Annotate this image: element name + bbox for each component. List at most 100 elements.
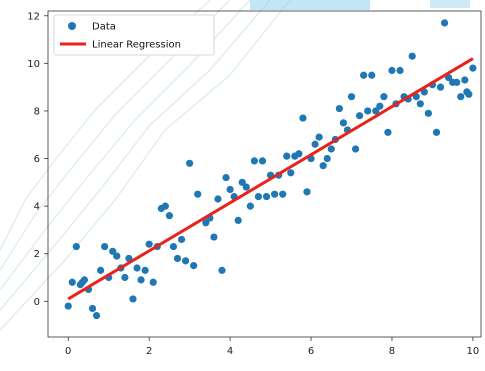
data-point [440, 19, 449, 27]
x-tick-label: 10 [467, 346, 480, 357]
data-point [133, 264, 141, 272]
y-tick-label: 8 [34, 106, 40, 117]
x-tick-label: 4 [227, 346, 233, 357]
data-point [347, 93, 356, 101]
data-point [258, 157, 267, 165]
data-point [129, 295, 137, 303]
plot-area [47, 10, 482, 338]
legend-box [53, 14, 215, 56]
data-point [88, 304, 97, 313]
data-point [384, 128, 392, 136]
data-point [186, 159, 194, 167]
data-point [319, 162, 327, 170]
data-point [469, 64, 477, 72]
data-point [287, 169, 295, 177]
data-point [194, 190, 202, 198]
data-point [141, 266, 149, 274]
data-point [190, 262, 198, 270]
data-point [315, 133, 323, 141]
data-point [72, 242, 80, 251]
y-tick-label: 10 [27, 59, 40, 70]
data-point [323, 154, 331, 163]
data-point [226, 185, 234, 194]
data-point [177, 235, 186, 244]
data-point [210, 233, 218, 241]
x-tick-label: 2 [146, 346, 152, 357]
data-point [311, 140, 319, 148]
data-point [360, 71, 368, 79]
data-point [68, 278, 76, 286]
y-tick-label: 6 [34, 154, 40, 165]
data-point [97, 266, 105, 274]
data-point [335, 104, 343, 113]
data-point [368, 71, 376, 79]
data-point [432, 128, 441, 136]
data-point [299, 114, 307, 122]
data-point [121, 273, 129, 282]
data-point [436, 83, 445, 91]
data-point [149, 278, 157, 286]
data-point [80, 276, 89, 284]
data-marks [64, 19, 477, 320]
data-point [218, 266, 226, 274]
data-point [222, 173, 230, 182]
data-point [254, 193, 263, 201]
data-point [234, 216, 242, 225]
y-tick-label: 0 [34, 297, 40, 308]
x-tick-label: 8 [389, 346, 395, 357]
data-point [250, 157, 258, 165]
data-point [364, 107, 372, 115]
data-point [283, 152, 291, 160]
data-point [113, 252, 121, 260]
data-point [416, 100, 424, 108]
data-point [457, 93, 465, 101]
y-tick-label: 4 [34, 202, 40, 213]
data-point [242, 183, 250, 191]
data-point [246, 202, 254, 210]
data-point [396, 66, 404, 75]
legend: Data Linear Regression [53, 14, 215, 56]
data-point [303, 188, 311, 196]
data-point [214, 195, 222, 203]
data-point [339, 119, 348, 127]
axis-ticks: 0 2 4 6 8 10 0 2 4 6 8 10 12 [27, 11, 479, 357]
x-tick-label: 0 [65, 346, 71, 357]
legend-label-data: Data [92, 22, 116, 33]
data-point [109, 247, 117, 255]
data-point [295, 150, 303, 158]
data-point [92, 311, 101, 320]
data-point [461, 76, 469, 84]
data-point [408, 52, 416, 60]
data-point [145, 240, 153, 248]
data-point [262, 193, 271, 201]
y-tick-label: 2 [34, 249, 40, 260]
regression-line [67, 57, 474, 301]
data-point [161, 202, 169, 210]
x-tick-label: 6 [308, 346, 314, 357]
data-point [202, 219, 210, 227]
y-tick-label: 12 [27, 11, 40, 22]
data-point [271, 190, 279, 198]
data-point [327, 145, 335, 153]
data-point [165, 212, 174, 220]
data-point [137, 276, 145, 284]
legend-label-linear-regression: Linear Regression [92, 40, 181, 51]
legend-marker-data [68, 22, 76, 30]
data-point [64, 302, 72, 310]
data-point [355, 112, 364, 120]
data-point [465, 90, 473, 98]
data-point [238, 178, 246, 186]
data-point [279, 190, 287, 198]
data-point [388, 66, 396, 75]
data-point [169, 242, 178, 251]
data-point [173, 254, 182, 263]
data-point [351, 145, 360, 153]
data-point [424, 109, 432, 117]
data-point [380, 93, 388, 101]
data-point [453, 78, 461, 86]
data-point [445, 74, 453, 82]
data-point [181, 257, 190, 265]
data-point [101, 242, 109, 251]
